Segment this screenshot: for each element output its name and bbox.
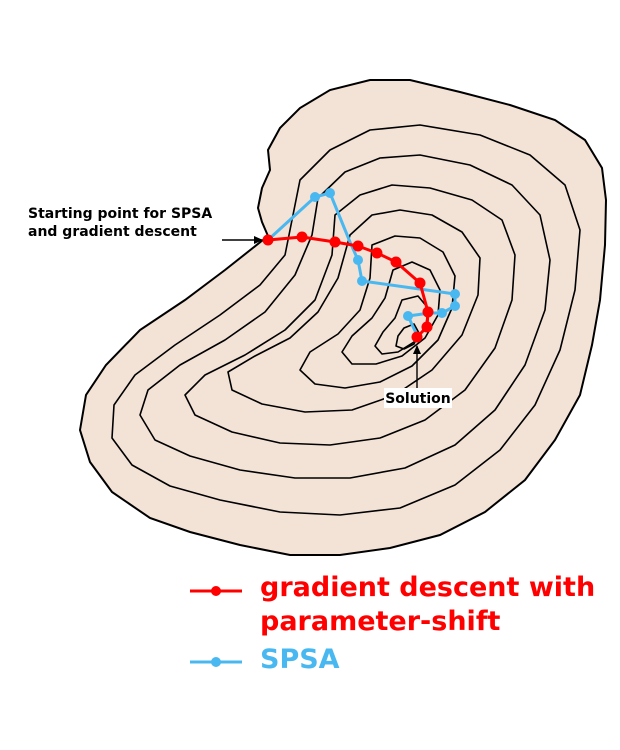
gradient-descent-point (422, 306, 434, 318)
gradient-descent-point (296, 231, 308, 243)
contour-ring (184, 184, 516, 446)
contour-ring (111, 124, 581, 516)
gradient-descent-point (421, 321, 433, 333)
legend-spsa-label: SPSA (260, 644, 340, 675)
spsa-point (450, 301, 460, 311)
contour-ring (299, 235, 456, 389)
start-label-line1: Starting point for SPSA (28, 206, 212, 222)
contour-ring (139, 154, 551, 479)
legend-item-gradient-descent: gradient descent with parameter-shift (190, 572, 595, 637)
start-label-line2: and gradient descent (28, 224, 197, 240)
legend-gd-label-line2: parameter-shift (260, 606, 501, 637)
spsa-point (450, 289, 460, 299)
gradient-descent-point (329, 236, 341, 248)
contour-ring (227, 209, 481, 413)
gradient-descent-line (267, 235, 430, 339)
spsa-point (325, 188, 335, 198)
spsa-point (403, 311, 413, 321)
solution-annotation: Solution (384, 345, 452, 408)
contour-ring (341, 261, 441, 365)
spsa-point (437, 308, 447, 318)
contour-lines (111, 124, 581, 516)
gradient-descent-point (411, 331, 423, 343)
legend-gd-swatch-point (211, 586, 221, 596)
legend-gd-label-line1: gradient descent with (260, 572, 595, 603)
gradient-descent-point (414, 277, 426, 289)
legend-item-spsa: SPSA (190, 644, 340, 675)
legend: gradient descent with parameter-shift SP… (190, 572, 595, 675)
start-annotation: Starting point for SPSA and gradient des… (28, 206, 263, 244)
legend-spsa-swatch-point (211, 657, 221, 667)
spsa-point (357, 276, 367, 286)
solution-label-box (384, 388, 452, 408)
landscape-region (78, 79, 608, 556)
gradient-descent-point (390, 256, 402, 268)
gradient-descent-path (262, 231, 434, 343)
gradient-descent-point (262, 234, 274, 246)
gradient-descent-point (371, 247, 383, 259)
spsa-point (353, 255, 363, 265)
contour-ring (395, 323, 420, 350)
solution-label: Solution (385, 391, 451, 407)
gradient-descent-point (352, 240, 364, 252)
spsa-point (310, 192, 320, 202)
